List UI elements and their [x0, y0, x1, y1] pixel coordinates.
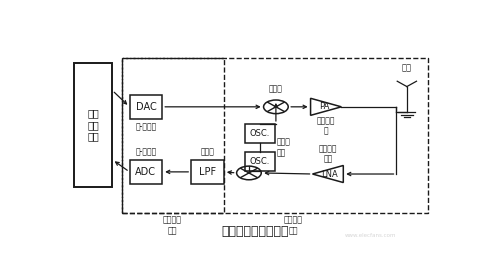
- Text: 模-数转换: 模-数转换: [135, 147, 157, 156]
- Text: OSC.: OSC.: [250, 129, 270, 138]
- FancyBboxPatch shape: [74, 63, 112, 187]
- FancyBboxPatch shape: [245, 124, 275, 143]
- Text: 本地振
荡器: 本地振 荡器: [277, 138, 291, 157]
- Text: 功率放大
器: 功率放大 器: [317, 116, 335, 136]
- Text: 数模混合
电路: 数模混合 电路: [163, 216, 181, 235]
- Text: 数字
处理
部分: 数字 处理 部分: [87, 108, 99, 142]
- Text: 低噪声放
大器: 低噪声放 大器: [319, 144, 337, 163]
- Text: 模拟信号
电路: 模拟信号 电路: [284, 216, 303, 235]
- FancyBboxPatch shape: [245, 152, 275, 171]
- FancyBboxPatch shape: [130, 160, 163, 184]
- Text: 典型射频系统方框图: 典型射频系统方框图: [221, 225, 288, 238]
- Text: www.elecfans.com: www.elecfans.com: [344, 233, 396, 238]
- Text: ADC: ADC: [135, 167, 157, 177]
- FancyBboxPatch shape: [191, 160, 224, 184]
- Text: LPF: LPF: [199, 167, 216, 177]
- Text: 天线: 天线: [402, 64, 412, 73]
- Text: PA: PA: [319, 102, 330, 111]
- Text: LNA: LNA: [321, 170, 338, 178]
- Text: DAC: DAC: [136, 102, 156, 112]
- Text: 滤波器: 滤波器: [201, 147, 215, 156]
- Text: 数-模转换: 数-模转换: [135, 123, 157, 132]
- Text: 混频器: 混频器: [269, 84, 283, 93]
- Text: OSC.: OSC.: [250, 157, 270, 166]
- FancyBboxPatch shape: [130, 95, 163, 119]
